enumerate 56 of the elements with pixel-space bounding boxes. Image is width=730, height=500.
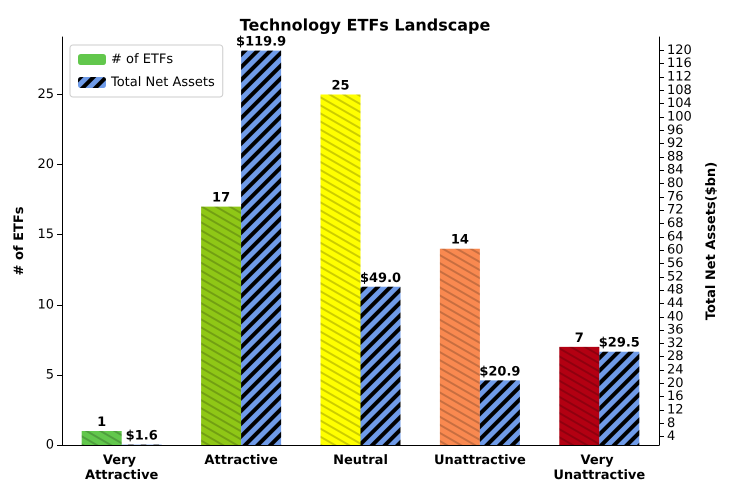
- data-label: 1: [97, 414, 106, 430]
- y2-tick-label: 116: [667, 56, 692, 72]
- data-label: 17: [212, 190, 230, 206]
- y2-tick-label: 112: [667, 69, 692, 84]
- y2-tick-label: 68: [667, 216, 684, 232]
- y2-tick-label: 120: [667, 42, 692, 58]
- y2-tick-label: 104: [667, 96, 692, 112]
- y2-tick-label: 28: [667, 349, 684, 364]
- data-label: $20.9: [479, 364, 520, 380]
- y-axis-title: # of ETFs: [12, 206, 27, 276]
- y-tick-label: 10: [37, 297, 54, 312]
- y-tick-label: 15: [37, 227, 54, 242]
- y2-tick-label: 100: [667, 109, 692, 124]
- y2-tick-label: 96: [667, 122, 684, 138]
- y-tick-label: 5: [46, 367, 54, 382]
- x-tick-label: Very Attractive: [85, 453, 159, 483]
- y2-tick-label: 48: [667, 282, 684, 298]
- x-tick-label: Attractive: [204, 453, 278, 468]
- y2-tick-label: 52: [667, 269, 684, 284]
- y2-tick-label: 12: [667, 402, 684, 418]
- data-label: $49.0: [360, 270, 402, 286]
- y2-tick-label: 4: [667, 429, 676, 444]
- y2-tick-label: 44: [667, 296, 684, 311]
- y2-tick-label: 36: [667, 322, 684, 338]
- y2-tick-label: 72: [667, 202, 684, 218]
- y2-tick-label: 80: [667, 176, 684, 192]
- y-tick-label: 25: [37, 86, 54, 102]
- y2-tick-label: 92: [667, 136, 684, 152]
- y2-tick-label: 64: [667, 229, 684, 244]
- data-label: $1.6: [126, 428, 158, 444]
- x-tick-label: Unattractive: [434, 453, 526, 468]
- y2-tick-label: 108: [667, 82, 692, 98]
- data-label: 7: [574, 330, 584, 346]
- data-label: $29.5: [598, 336, 640, 351]
- y2-axis-title: Total Net Assets($bn): [704, 162, 719, 320]
- y-tick-label: 20: [37, 157, 54, 172]
- chart-title: Technology ETFs Landscape: [240, 16, 490, 34]
- x-tick-label: Neutral: [333, 453, 388, 468]
- y-tick-label: 0: [46, 438, 54, 452]
- legend-label: Total Net Assets: [110, 75, 215, 90]
- data-label: 25: [331, 78, 350, 94]
- y2-tick-label: 24: [667, 362, 684, 378]
- y2-tick-label: 16: [667, 389, 684, 404]
- y2-tick-label: 60: [667, 242, 684, 258]
- y2-tick-label: 56: [667, 256, 684, 271]
- y2-tick-label: 8: [667, 416, 676, 431]
- data-label: 14: [450, 232, 469, 248]
- x-tick-label: Very Unattractive: [553, 453, 646, 483]
- data-label: $119.9: [236, 34, 286, 50]
- legend-label: # of ETFs: [111, 52, 174, 67]
- y2-tick-label: 88: [667, 149, 684, 164]
- y2-tick-label: 84: [667, 162, 684, 178]
- y2-tick-label: 40: [667, 309, 684, 324]
- y2-tick-label: 76: [667, 189, 684, 204]
- y2-tick-label: 20: [667, 376, 684, 391]
- y2-tick-label: 32: [667, 336, 684, 351]
